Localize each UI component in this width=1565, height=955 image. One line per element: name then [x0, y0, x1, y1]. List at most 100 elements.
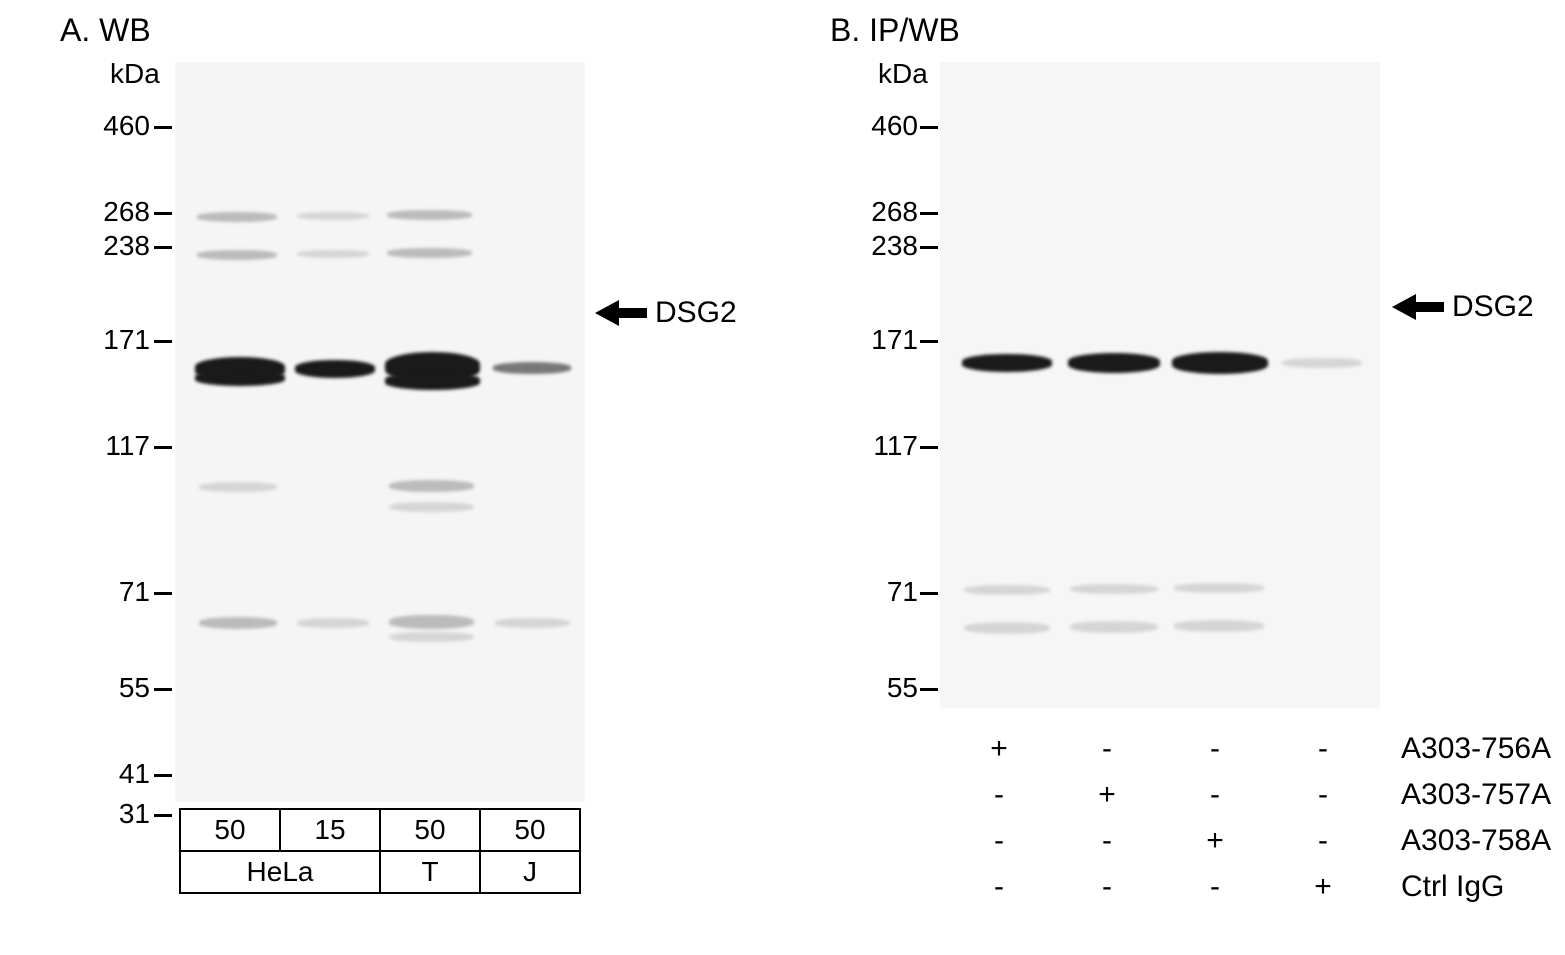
panel-b-band [962, 354, 1052, 372]
panel-a-lane-sample: T [380, 851, 480, 893]
panel-b-ip-row: --+-A303-758A [945, 818, 1551, 864]
panel-a-marker-label: 41 [88, 758, 150, 790]
panel-a-marker-label: 238 [88, 230, 150, 262]
panel-b-ip-cell: - [1053, 824, 1161, 858]
arrow-left-icon [1392, 292, 1444, 322]
panel-b-ip-row: -+--A303-757A [945, 772, 1551, 818]
panel-b-marker-tick [920, 592, 938, 595]
panel-a-target-label: DSG2 [655, 296, 737, 330]
panel-b-ip-cell: - [1161, 870, 1269, 904]
panel-a-lane-sample: J [480, 851, 580, 893]
panel-a-lane-sample: HeLa [180, 851, 380, 893]
panel-b-ip-cell: - [1053, 870, 1161, 904]
panel-a-band [389, 615, 474, 629]
panel-b-ip-cell: - [1053, 732, 1161, 766]
panel-b-target-label: DSG2 [1452, 290, 1534, 324]
panel-b-band [1282, 358, 1362, 368]
panel-a-marker-tick [154, 814, 172, 817]
panel-b-kda-label: kDa [878, 58, 928, 90]
panel-b-marker-tick [920, 246, 938, 249]
panel-a-marker-label: 460 [88, 110, 150, 142]
panel-a-band [197, 250, 277, 260]
panel-b-ip-cell: + [1161, 824, 1269, 858]
panel-b-band [1174, 620, 1264, 632]
panel-a-band [197, 212, 277, 222]
panel-b-title: B. IP/WB [830, 12, 960, 49]
panel-b-marker-label: 171 [856, 324, 918, 356]
panel-b-ip-antibody-label: A303-756A [1377, 732, 1551, 766]
panel-a-marker-label: 171 [88, 324, 150, 356]
panel-b-band [1070, 621, 1158, 633]
panel-a-band [295, 360, 375, 378]
panel-b-marker-label: 238 [856, 230, 918, 262]
panel-a-marker-label: 268 [88, 196, 150, 228]
panel-a-marker-label: 117 [88, 430, 150, 462]
panel-a-band [199, 482, 277, 492]
panel-a-blot [175, 62, 585, 802]
panel-a-title: A. WB [60, 12, 151, 49]
panel-a-band [297, 618, 369, 628]
panel-a-band [387, 210, 472, 220]
panel-b-ip-row: ---+Ctrl IgG [945, 864, 1551, 910]
panel-a-marker-tick [154, 592, 172, 595]
panel-b-ip-cell: - [1269, 732, 1377, 766]
panel-a-marker-tick [154, 446, 172, 449]
panel-b-ip-cell: - [1269, 778, 1377, 812]
panel-a-kda-label: kDa [110, 58, 160, 90]
arrow-left-icon [595, 298, 647, 328]
panel-b-ip-antibody-label: Ctrl IgG [1377, 870, 1504, 904]
panel-b-band [1070, 584, 1158, 594]
panel-a-marker-tick [154, 340, 172, 343]
panel-b-band [1068, 353, 1160, 373]
panel-b-ip-cell: + [1053, 778, 1161, 812]
panel-a-lane-amount: 50 [180, 809, 280, 851]
panel-b-marker-label: 55 [856, 672, 918, 704]
panel-b-marker-tick [920, 126, 938, 129]
panel-b-ip-cell: + [945, 732, 1053, 766]
panel-b-target-arrow: DSG2 [1392, 290, 1534, 324]
panel-b-ip-cell: - [945, 824, 1053, 858]
panel-b-band [1174, 583, 1264, 593]
panel-a-band [493, 362, 571, 374]
panel-b-marker-tick [920, 446, 938, 449]
panel-b-ip-cell: - [1161, 732, 1269, 766]
panel-a-band [389, 632, 474, 642]
panel-b-marker-label: 117 [856, 430, 918, 462]
panel-b-marker-label: 71 [856, 576, 918, 608]
panel-b-blot [940, 62, 1380, 708]
panel-b-ip-cell: - [945, 778, 1053, 812]
panel-a-lane-amount: 50 [480, 809, 580, 851]
panel-b-ip-cell: - [1269, 824, 1377, 858]
panel-a-band [387, 248, 472, 258]
panel-b-marker-label: 268 [856, 196, 918, 228]
panel-a-band [385, 372, 480, 390]
panel-a-band [195, 370, 285, 386]
panel-a-band [297, 212, 369, 220]
panel-a-band [495, 618, 570, 628]
panel-a-band [389, 502, 474, 512]
panel-b-marker-tick [920, 688, 938, 691]
panel-a-marker-tick [154, 688, 172, 691]
panel-a-marker-tick [154, 246, 172, 249]
panel-b-ip-antibody-label: A303-758A [1377, 824, 1551, 858]
panel-a-band [297, 250, 369, 258]
panel-b-band [964, 585, 1050, 595]
panel-b-ip-antibody-label: A303-757A [1377, 778, 1551, 812]
panel-a-marker-tick [154, 774, 172, 777]
panel-b-ip-cell: - [945, 870, 1053, 904]
panel-a-lane-amount: 50 [380, 809, 480, 851]
panel-a-marker-label: 31 [88, 798, 150, 830]
panel-a-band [199, 617, 277, 629]
panel-b-marker-tick [920, 212, 938, 215]
panel-a-marker-tick [154, 126, 172, 129]
panel-b-band [1172, 352, 1268, 374]
panel-b-ip-grid: +---A303-756A-+--A303-757A--+-A303-758A-… [945, 726, 1551, 910]
panel-b-ip-cell: + [1269, 870, 1377, 904]
panel-b-ip-cell: - [1161, 778, 1269, 812]
panel-a-target-arrow: DSG2 [595, 296, 737, 330]
panel-a-marker-label: 55 [88, 672, 150, 704]
panel-a-lane-amount: 15 [280, 809, 380, 851]
panel-a-marker-label: 71 [88, 576, 150, 608]
panel-a-marker-tick [154, 212, 172, 215]
panel-a-band [389, 480, 474, 492]
